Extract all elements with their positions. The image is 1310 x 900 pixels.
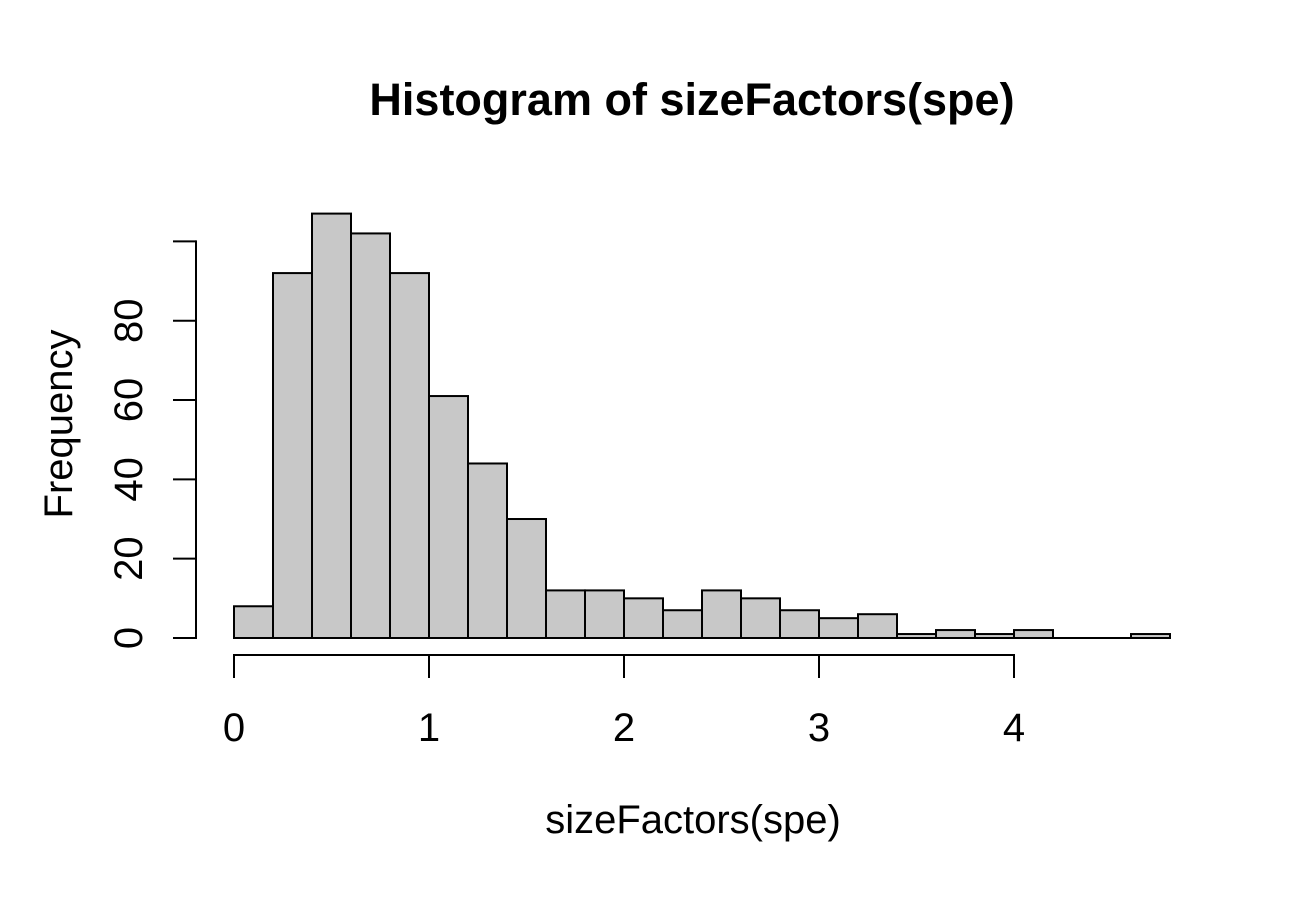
y-tick-label: 40: [107, 457, 151, 502]
histogram-bar: [623, 597, 664, 639]
y-axis-label: Frequency: [37, 330, 81, 519]
y-tick-label: 0: [107, 627, 151, 649]
histogram-bar: [818, 617, 859, 640]
y-tick-label: 20: [107, 536, 151, 581]
x-tick-label: 3: [808, 706, 830, 750]
histogram-bar: [311, 212, 352, 639]
histogram-bar: [467, 462, 508, 639]
histogram-bar: [1013, 629, 1054, 639]
x-tick-label: 1: [418, 706, 440, 750]
histogram-bar: [974, 633, 1015, 640]
y-tick-label: 60: [107, 378, 151, 423]
histogram-bar: [506, 518, 547, 639]
histogram-bar: [1130, 633, 1171, 640]
histogram-bar: [428, 395, 469, 639]
histogram-bar: [350, 232, 391, 640]
histogram-bar: [272, 272, 313, 639]
histogram-bar: [857, 613, 898, 639]
histogram-bar: [701, 589, 742, 639]
x-tick-label: 0: [223, 706, 245, 750]
histogram-bar: [740, 597, 781, 639]
histogram-bar: [935, 629, 976, 639]
histogram-bar: [779, 609, 820, 640]
histogram-bar: [896, 633, 937, 640]
y-axis: 0 20 40 60 80: [107, 240, 197, 649]
bars-group: [233, 212, 1171, 640]
x-tick-label: 2: [613, 706, 635, 750]
histogram-bar: [233, 605, 274, 639]
histogram-bar: [662, 609, 703, 640]
chart-title: Histogram of sizeFactors(spe): [369, 74, 1014, 125]
x-axis: 0 1 2 3 4: [223, 654, 1025, 750]
histogram-bar: [389, 272, 430, 639]
x-tick-label: 4: [1003, 706, 1025, 750]
y-tick-label: 80: [107, 298, 151, 343]
histogram-bar: [584, 589, 625, 639]
histogram-bar: [545, 589, 586, 639]
x-axis-label: sizeFactors(spe): [545, 798, 841, 842]
